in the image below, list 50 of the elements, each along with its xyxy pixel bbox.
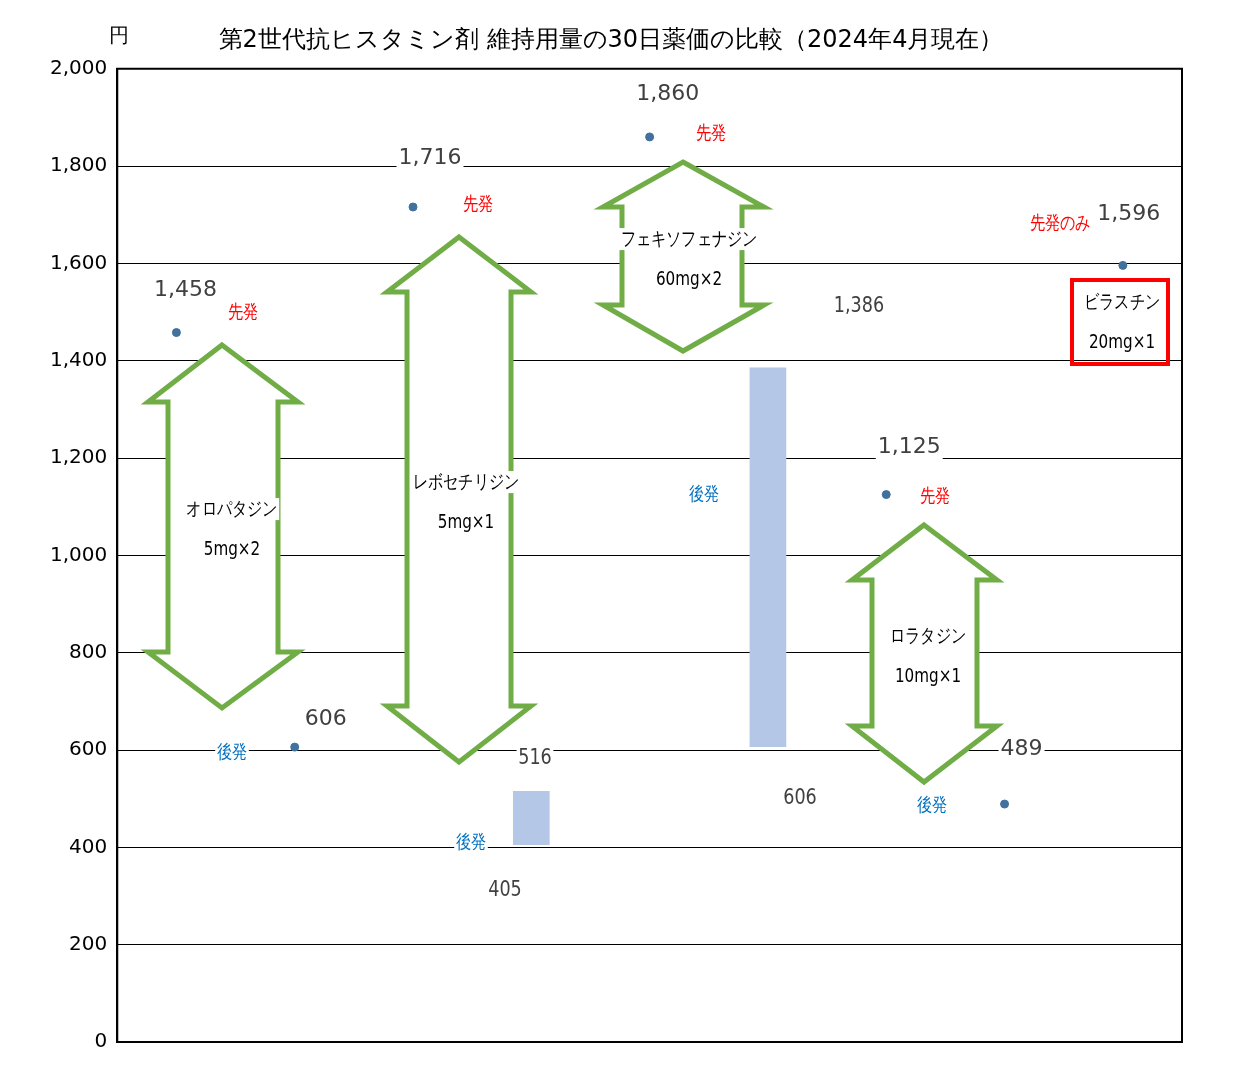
annotation: 1,386 [832,292,886,318]
annotation: レボセチリジン [411,470,522,493]
annotation: ビラスチン [1082,290,1162,314]
annotation: フェキソフェナジン [618,227,759,251]
annotation: 後発 [687,481,721,505]
y-tick-label: 1,000 [49,541,108,566]
y-tick-label: 200 [69,930,108,955]
y-tick-label: 1,400 [49,346,108,371]
annotation: 20mg×1 [1086,330,1157,354]
annotation: ロラタジン [888,624,968,648]
annotation: 後発 [915,792,950,816]
data-label: 1,860 [636,79,700,105]
annotation: 後発 [454,830,488,854]
y-tick-label: 1,800 [49,152,108,177]
annotation: 先発 [461,192,495,215]
annotation: 後発 [215,740,249,764]
y-axis-title: 円 [109,23,130,47]
y-tick-label: 1,200 [49,444,108,469]
annotation: 5mg×1 [436,509,497,533]
data-label: 606 [304,704,347,730]
annotation: オロパタジン [184,496,280,520]
point [645,132,655,142]
y-tick-label: 2,000 [49,55,108,79]
data-label: 1,716 [398,143,462,169]
annotation: 先発のみ [1028,211,1093,234]
point [408,202,418,212]
data-label: 1,458 [153,276,217,302]
annotation: 先発 [694,121,728,144]
point [171,328,181,338]
annotation: 先発 [225,299,260,323]
annotation: 405 [486,876,524,902]
y-tick-label: 0 [94,1028,108,1053]
annotation: 60mg×2 [653,266,724,290]
annotation: 5mg×2 [202,537,262,560]
y-tick-label: 600 [69,736,108,761]
y-tick-label: 800 [69,638,108,663]
chart-title: 第2世代抗ヒスタミン剤 維持用量の30日薬価の比較（2024年4月現在） [218,24,1004,53]
data-label: 1,125 [877,433,941,459]
point [1000,799,1010,809]
data-label: 1,596 [1097,200,1161,226]
annotation: 606 [781,784,819,810]
y-tick-label: 1,600 [49,249,108,274]
point [881,490,891,500]
data-label: 489 [1000,734,1043,760]
annotation: 先発 [917,483,952,507]
annotation: 10mg×1 [892,664,963,687]
y-tick-label: 400 [69,833,108,858]
point [1118,260,1128,270]
point [290,742,300,752]
annotation: 516 [516,744,554,770]
